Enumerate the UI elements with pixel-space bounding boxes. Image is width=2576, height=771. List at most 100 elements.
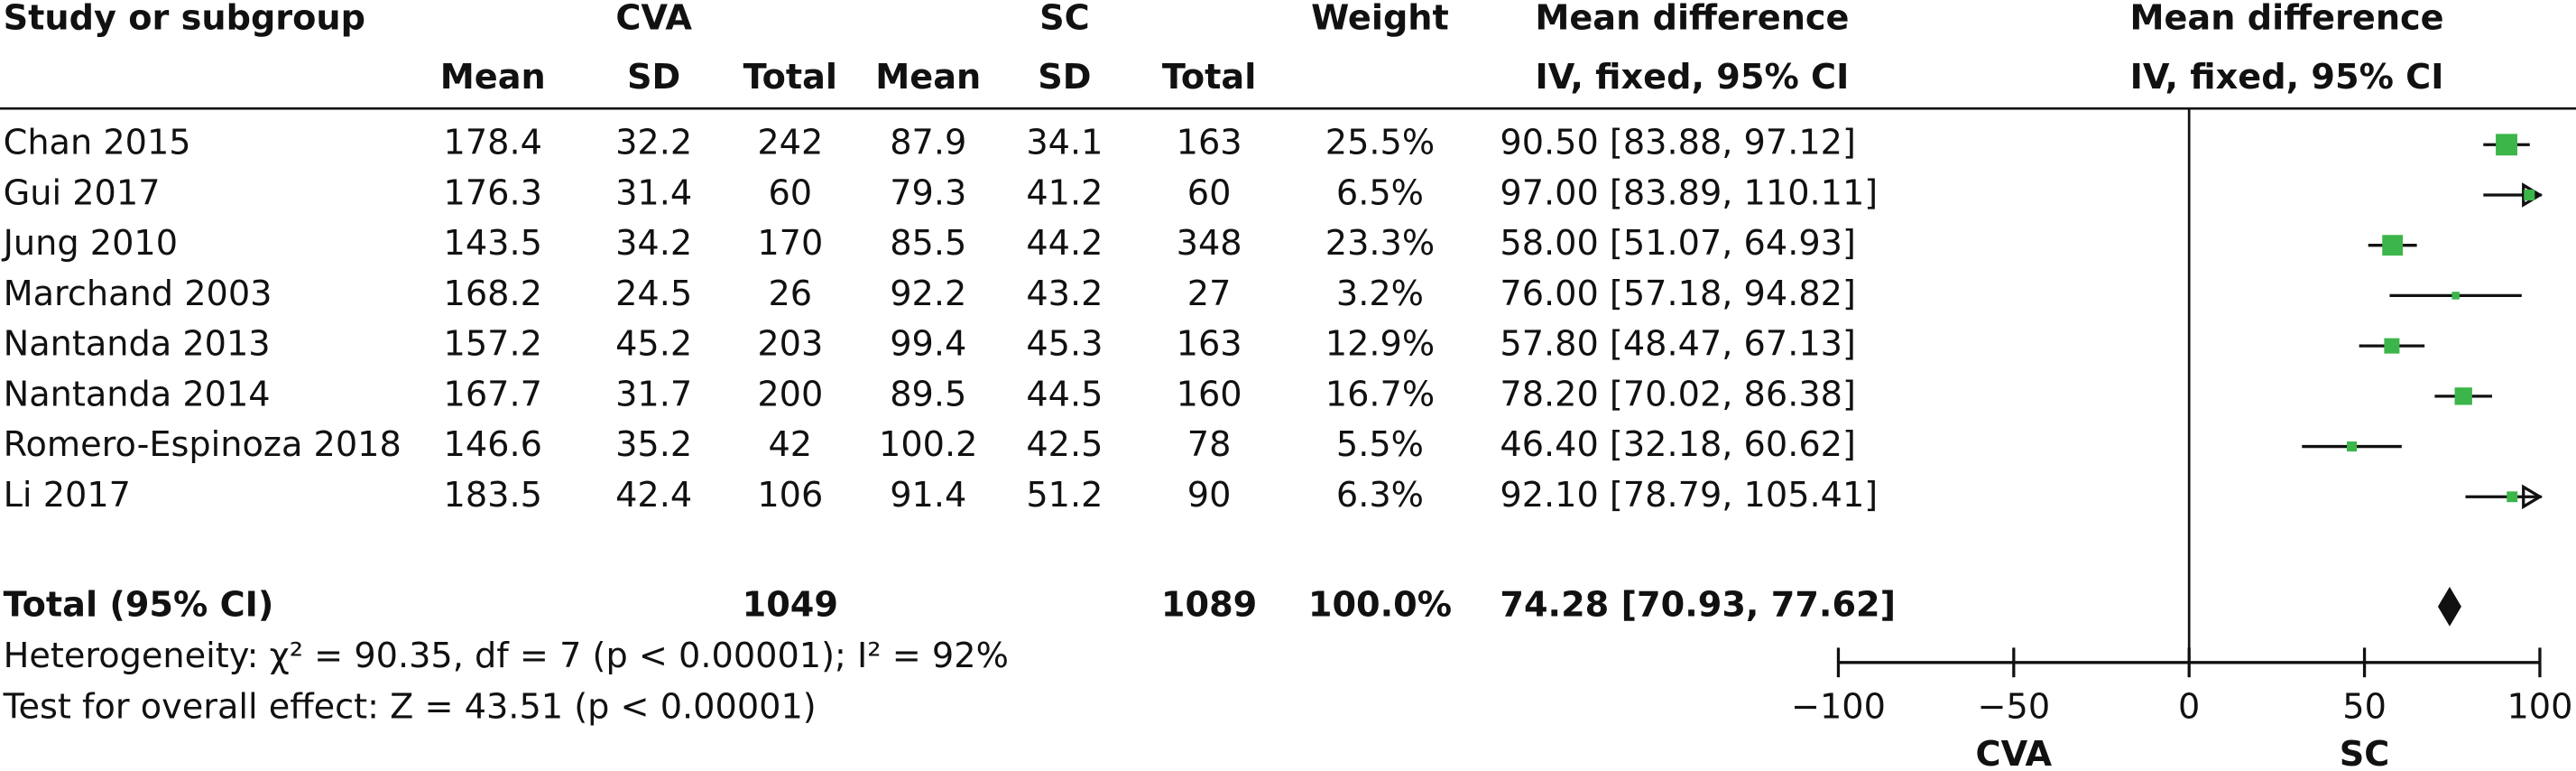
sc-value: 41.2 — [1026, 173, 1103, 213]
cva-value: 146.6 — [444, 425, 542, 465]
header-study: Study or subgroup — [4, 0, 365, 38]
weight: 25.5% — [1325, 124, 1435, 163]
total-sc: 1089 — [1161, 585, 1257, 625]
cva-value: 200 — [757, 375, 823, 414]
point-estimate — [2451, 292, 2460, 300]
header-effect: Mean difference — [1535, 0, 1849, 38]
ci-label: 92.10 [78.79, 105.41] — [1500, 476, 1878, 516]
header-column: Mean — [875, 58, 981, 98]
heterogeneity: Heterogeneity: χ² = 90.35, df = 7 (p < 0… — [4, 636, 1009, 676]
sc-value: 91.4 — [890, 476, 966, 516]
cva-value: 157.2 — [444, 325, 542, 365]
overall-effect: Test for overall effect: Z = 43.51 (p < … — [3, 687, 817, 727]
left-label: CVA — [1976, 735, 2053, 771]
sc-value: 90 — [1187, 476, 1232, 516]
ci-label: 57.80 [48.47, 67.13] — [1500, 325, 1856, 365]
study-name: Gui 2017 — [4, 173, 161, 213]
point-estimate — [2382, 235, 2404, 256]
weight: 3.2% — [1336, 274, 1424, 314]
cva-value: 176.3 — [444, 173, 542, 213]
cva-value: 60 — [768, 173, 812, 213]
header-column: Total — [743, 58, 837, 98]
ci-label: 46.40 [32.18, 60.62] — [1500, 425, 1856, 465]
x-tick-label: 100 — [2507, 687, 2572, 727]
sc-value: 27 — [1187, 274, 1232, 314]
sc-value: 89.5 — [890, 375, 966, 414]
total-name: Total (95% CI) — [4, 585, 274, 625]
header-effect-sub: IV, fixed, 95% CI — [1535, 58, 1849, 98]
cva-value: 106 — [757, 476, 823, 516]
cva-value: 183.5 — [444, 476, 542, 516]
header-group: CVA — [615, 0, 692, 38]
plot-title: Mean difference — [2129, 0, 2443, 38]
ci-label: 78.20 [70.02, 86.38] — [1500, 375, 1856, 414]
sc-value: 99.4 — [890, 325, 966, 365]
cva-value: 242 — [757, 124, 823, 163]
study-name: Chan 2015 — [4, 124, 191, 163]
weight: 16.7% — [1325, 375, 1435, 414]
total-ci-label: 74.28 [70.93, 77.62] — [1500, 585, 1896, 625]
sc-value: 60 — [1187, 173, 1232, 213]
cva-value: 32.2 — [615, 124, 692, 163]
weight: 23.3% — [1325, 224, 1435, 264]
header-column: Total — [1162, 58, 1256, 98]
header-column: SD — [1038, 58, 1091, 98]
sc-value: 85.5 — [890, 224, 966, 264]
weight: 6.5% — [1336, 173, 1424, 213]
ci-label: 90.50 [83.88, 97.12] — [1500, 124, 1856, 163]
cva-value: 178.4 — [444, 124, 542, 163]
sc-value: 44.2 — [1026, 224, 1103, 264]
weight: 12.9% — [1325, 325, 1435, 365]
study-name: Nantanda 2013 — [4, 325, 271, 365]
sc-value: 78 — [1187, 425, 1232, 465]
weight: 6.3% — [1336, 476, 1424, 516]
point-estimate — [2454, 387, 2472, 405]
cva-value: 24.5 — [615, 274, 692, 314]
sc-value: 34.1 — [1026, 124, 1103, 163]
sc-value: 100.2 — [879, 425, 977, 465]
weight: 5.5% — [1336, 425, 1424, 465]
total-weight: 100.0% — [1308, 585, 1452, 625]
sc-value: 92.2 — [890, 274, 966, 314]
sc-value: 163 — [1177, 124, 1242, 163]
header-column: SD — [627, 58, 680, 98]
x-tick-label: 0 — [2178, 687, 2200, 727]
sc-value: 45.3 — [1026, 325, 1103, 365]
study-name: Li 2017 — [4, 476, 131, 516]
study-name: Romero-Espinoza 2018 — [4, 425, 402, 465]
sc-value: 348 — [1177, 224, 1242, 264]
point-estimate — [2347, 441, 2358, 452]
cva-value: 167.7 — [444, 375, 542, 414]
study-name: Jung 2010 — [2, 224, 178, 264]
cva-value: 170 — [757, 224, 823, 264]
cva-value: 26 — [768, 274, 812, 314]
x-tick-label: −100 — [1791, 687, 1886, 727]
sc-value: 43.2 — [1026, 274, 1103, 314]
sc-value: 42.5 — [1026, 425, 1103, 465]
ci-arrow — [2522, 484, 2544, 510]
sc-value: 163 — [1177, 325, 1242, 365]
cva-value: 203 — [757, 325, 823, 365]
cva-value: 42 — [768, 425, 812, 465]
cva-value: 45.2 — [615, 325, 692, 365]
cva-value: 31.7 — [615, 375, 692, 414]
header-weight: Weight — [1311, 0, 1449, 38]
right-label: SC — [2340, 735, 2390, 771]
x-tick-label: 50 — [2342, 687, 2387, 727]
cva-value: 42.4 — [615, 476, 692, 516]
total-diamond — [2437, 587, 2461, 627]
sc-value: 160 — [1177, 375, 1242, 414]
cva-value: 143.5 — [444, 224, 542, 264]
cva-value: 35.2 — [615, 425, 692, 465]
point-estimate — [2507, 491, 2518, 503]
header-group: SC — [1039, 0, 1090, 38]
point-estimate — [2384, 338, 2400, 354]
total-cva: 1049 — [743, 585, 838, 625]
study-name: Marchand 2003 — [4, 274, 272, 314]
ci-label: 76.00 [57.18, 94.82] — [1500, 274, 1856, 314]
ci-label: 58.00 [51.07, 64.93] — [1500, 224, 1856, 264]
ci-label: 97.00 [83.89, 110.11] — [1500, 173, 1878, 213]
sc-value: 79.3 — [890, 173, 966, 213]
